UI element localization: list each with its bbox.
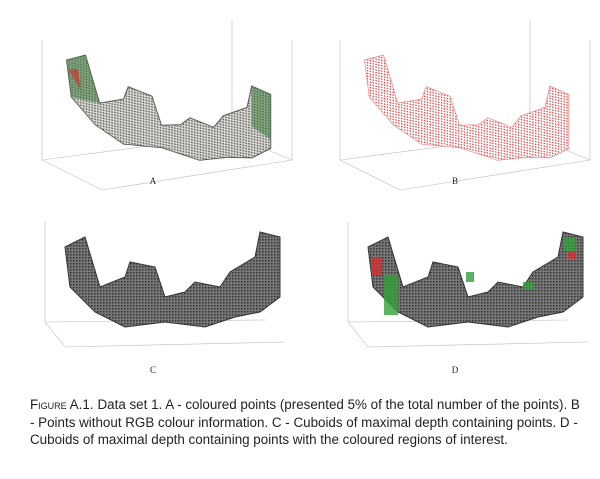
panel-label: A bbox=[150, 176, 157, 186]
panel-b bbox=[339, 19, 591, 191]
panel-label: C bbox=[150, 365, 156, 375]
panel-c bbox=[44, 221, 286, 348]
panel-d bbox=[347, 221, 589, 348]
caption: Figure A.1. Data set 1. A - coloured poin… bbox=[30, 396, 582, 449]
panel-label: D bbox=[452, 365, 459, 375]
panel-a bbox=[41, 19, 293, 191]
panel-label: B bbox=[452, 176, 458, 186]
figure: A B C D bbox=[41, 19, 591, 375]
caption-text: Data set 1. A - coloured points (present… bbox=[30, 397, 580, 447]
caption-label: Figure A.1. bbox=[30, 397, 94, 412]
